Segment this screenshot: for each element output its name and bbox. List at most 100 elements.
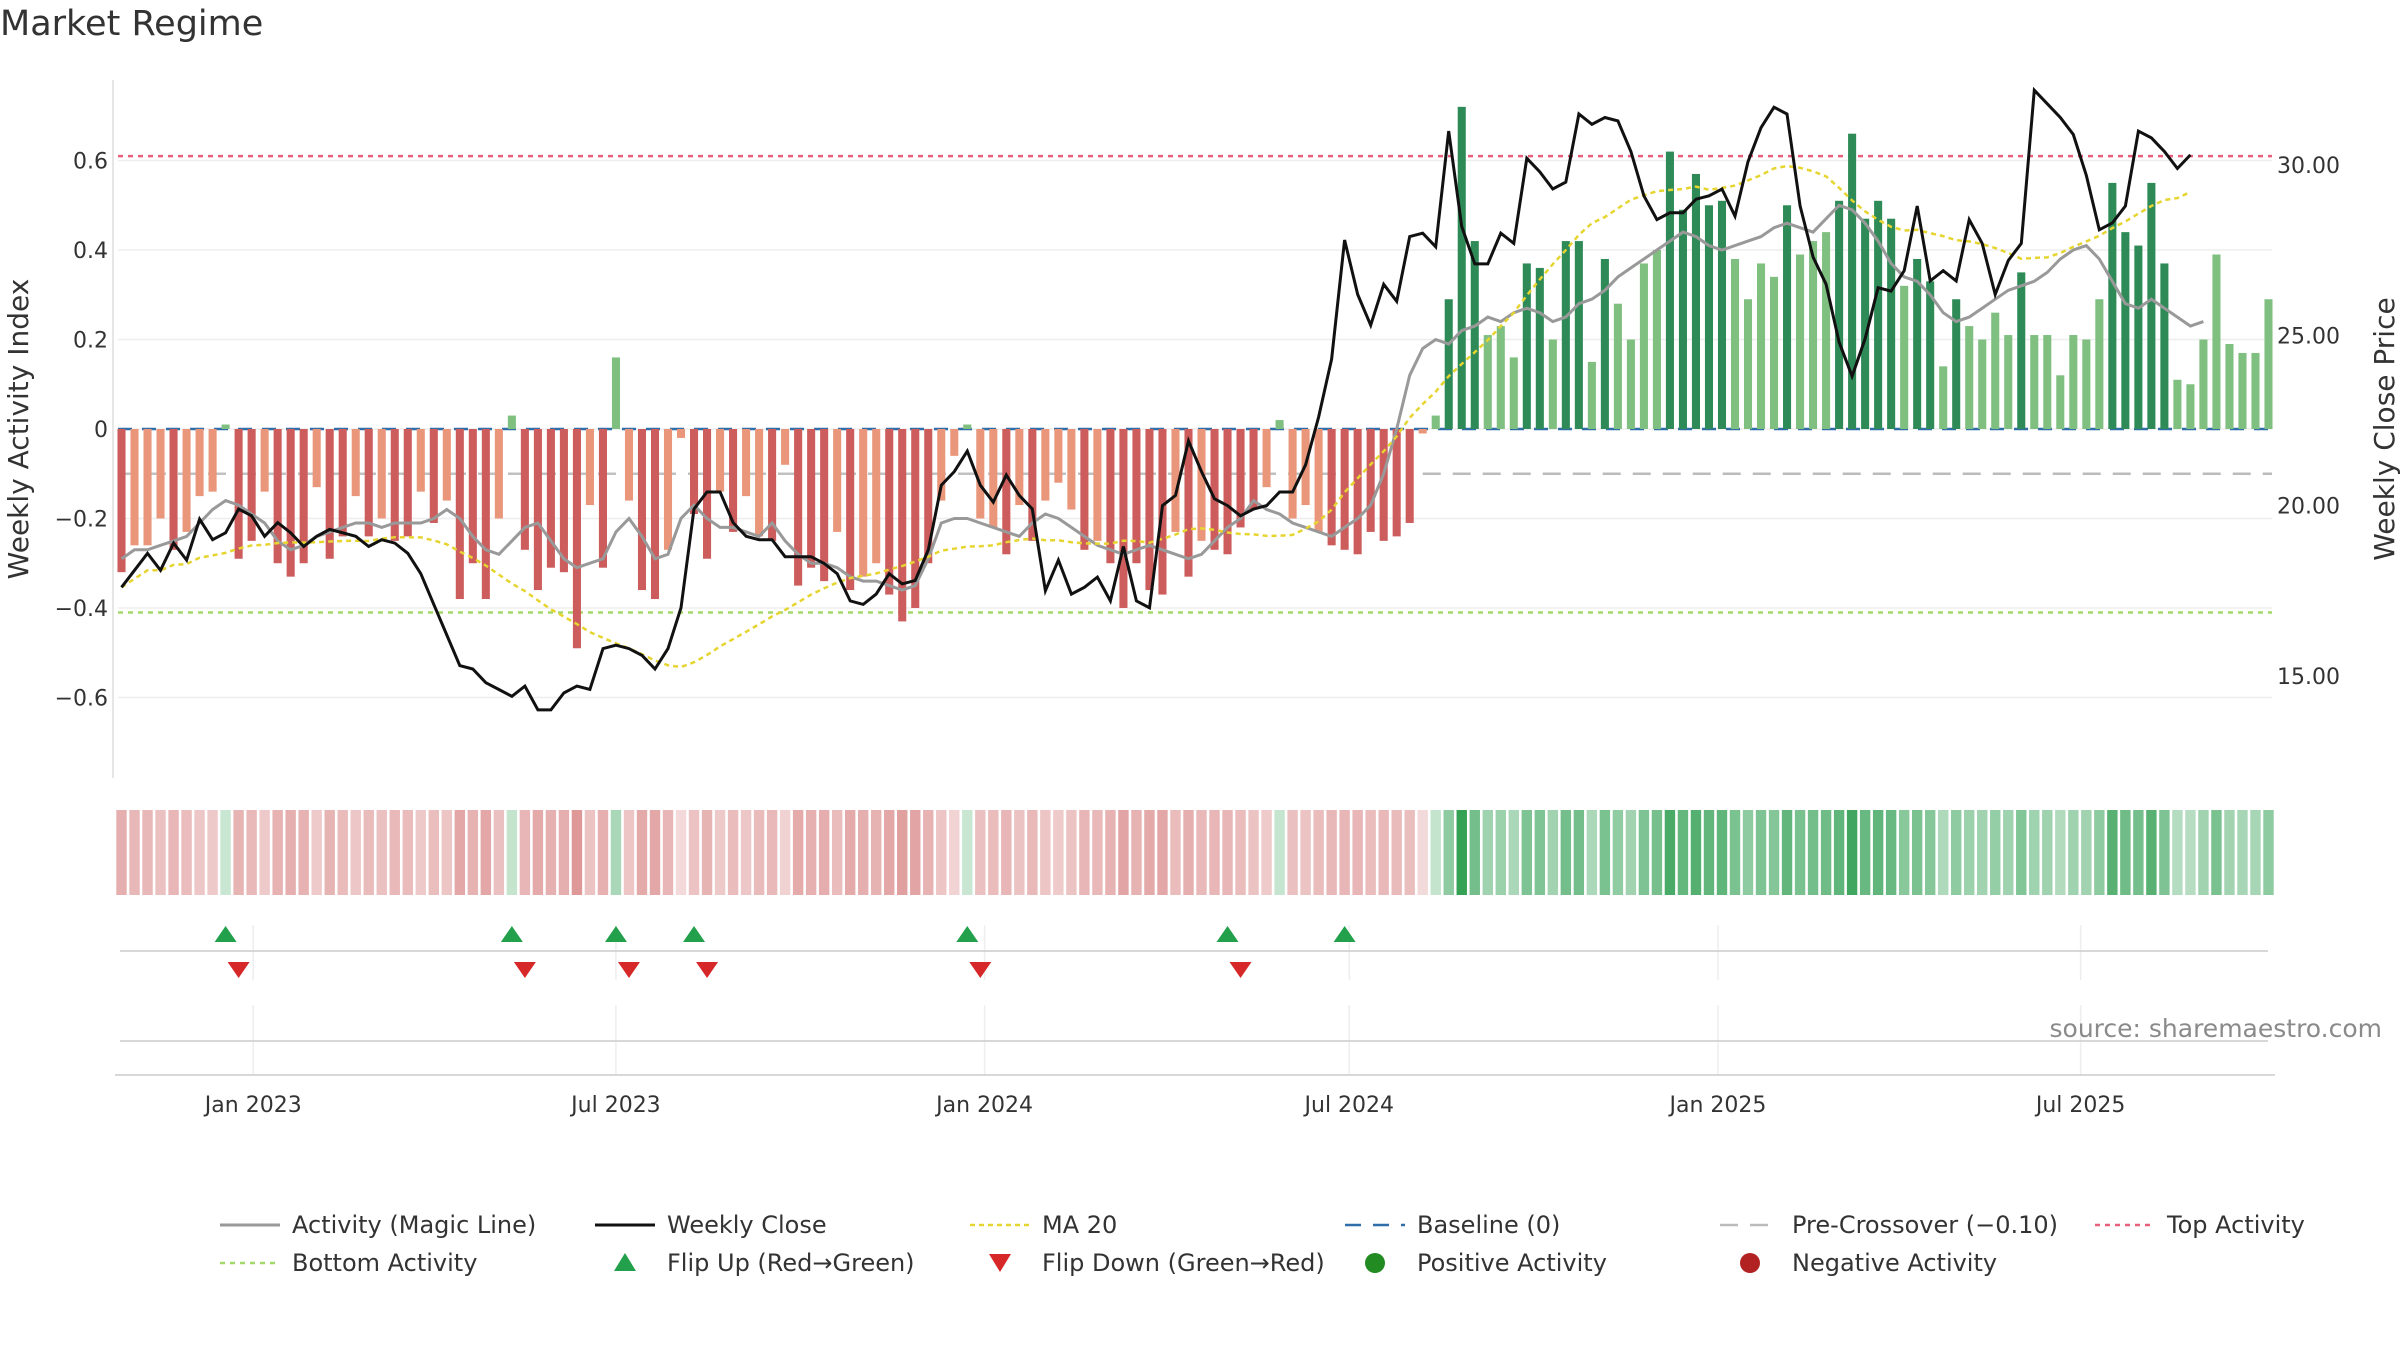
activity-bar [585, 429, 594, 506]
flip-down-marker [696, 962, 719, 978]
regime-cell [1937, 810, 1949, 895]
regime-cell [1508, 810, 1519, 895]
activity-bar [1262, 429, 1271, 488]
activity-bar [1496, 326, 1505, 429]
regime-cell [2185, 810, 2196, 895]
activity-bar [1861, 218, 1870, 429]
activity-bar [1483, 335, 1492, 429]
regime-cell [1040, 810, 1051, 895]
activity-bar [1691, 173, 1700, 429]
activity-bar [416, 429, 425, 492]
regime-cell [1339, 810, 1350, 895]
regime-cell [428, 810, 439, 895]
x-tick-label: Jul 2023 [569, 1093, 661, 1118]
regime-cell [1417, 810, 1428, 895]
regime-cell [324, 810, 335, 895]
flip-down-marker [227, 962, 250, 978]
regime-cell [649, 810, 661, 895]
legend-label: Baseline (0) [1417, 1211, 1560, 1239]
activity-bar [1522, 263, 1531, 429]
regime-cell [467, 810, 479, 895]
activity-bar [1119, 429, 1128, 608]
regime-cell [1391, 810, 1402, 895]
activity-bar [1353, 429, 1362, 555]
x-tick-label: Jan 2024 [934, 1093, 1033, 1118]
activity-bar [1835, 200, 1844, 429]
activity-bar [1197, 429, 1206, 541]
regime-cell [2068, 810, 2079, 895]
activity-bar [1756, 263, 1766, 429]
activity-bar [169, 429, 178, 550]
activity-bar [312, 429, 321, 488]
activity-bar [1652, 250, 1661, 429]
regime-cell [155, 810, 166, 895]
regime-cell [1495, 810, 1506, 895]
y-tick-label-right: 30.00 [2277, 154, 2340, 179]
y-tick-label-left: −0.2 [55, 507, 108, 532]
activity-bar [1587, 361, 1596, 429]
activity-bar [976, 429, 985, 519]
activity-bar [1327, 429, 1336, 546]
activity-bar [2121, 232, 2130, 429]
legend-label: Top Activity [2166, 1211, 2305, 1239]
regime-cell [1820, 810, 1832, 895]
legend-item-flipup: Flip Up (Red→Green) [614, 1249, 915, 1277]
flip-up-marker [956, 926, 979, 942]
regime-cell [519, 810, 531, 895]
regime-cell [1274, 810, 1285, 895]
activity-bar [1848, 133, 1857, 429]
regime-cell [2224, 810, 2235, 895]
regime-cell [949, 810, 960, 895]
activity-bar [351, 429, 360, 497]
activity-bar [533, 429, 542, 591]
regime-cell [910, 810, 921, 895]
activity-bar [1965, 326, 1974, 429]
activity-bar [234, 429, 243, 559]
regime-cell [1443, 810, 1454, 895]
activity-bar [1314, 429, 1323, 532]
activity-bar [273, 429, 282, 564]
regime-cell [884, 810, 895, 895]
activity-bar [950, 429, 959, 456]
activity-bar [859, 429, 868, 577]
regime-cell [1521, 810, 1533, 895]
regime-cell [441, 810, 453, 895]
activity-bar [1236, 429, 1245, 528]
activity-bar [650, 429, 660, 600]
legend-label: Positive Activity [1417, 1249, 1607, 1277]
regime-cell [545, 810, 557, 895]
activity-bar [260, 429, 269, 492]
legend-item-pos: Positive Activity [1365, 1249, 1607, 1277]
regime-cell [1964, 810, 1975, 895]
activity-bar [1132, 429, 1141, 564]
regime-cell [1014, 810, 1025, 895]
regime-cell [415, 810, 426, 895]
regime-cell [2237, 810, 2248, 895]
regime-cell [1846, 810, 1858, 895]
legend-swatch [1365, 1253, 1385, 1273]
regime-cell [975, 810, 986, 895]
activity-bar [716, 429, 725, 492]
regime-cell [285, 810, 296, 895]
regime-cell [610, 810, 622, 895]
regime-cell [1885, 810, 1897, 895]
regime-cell [363, 810, 374, 895]
activity-bar [676, 429, 686, 438]
y-tick-label-left: 0 [94, 418, 108, 443]
activity-bar [507, 415, 516, 429]
regime-cell [1287, 810, 1298, 895]
activity-bar [1080, 429, 1089, 550]
activity-bar [1145, 429, 1154, 591]
regime-cell [337, 810, 348, 895]
legend-label: Negative Activity [1792, 1249, 1997, 1277]
regime-cell [1677, 810, 1689, 895]
activity-bar [1028, 429, 1037, 541]
regime-cell [1872, 810, 1884, 895]
regime-cell [831, 810, 843, 895]
regime-cell [740, 810, 752, 895]
activity-bar [1717, 200, 1727, 429]
regime-cell [1170, 810, 1181, 895]
activity-bar [1340, 429, 1349, 550]
legend-label: Flip Down (Green→Red) [1042, 1249, 1325, 1277]
regime-cell [1573, 810, 1585, 895]
